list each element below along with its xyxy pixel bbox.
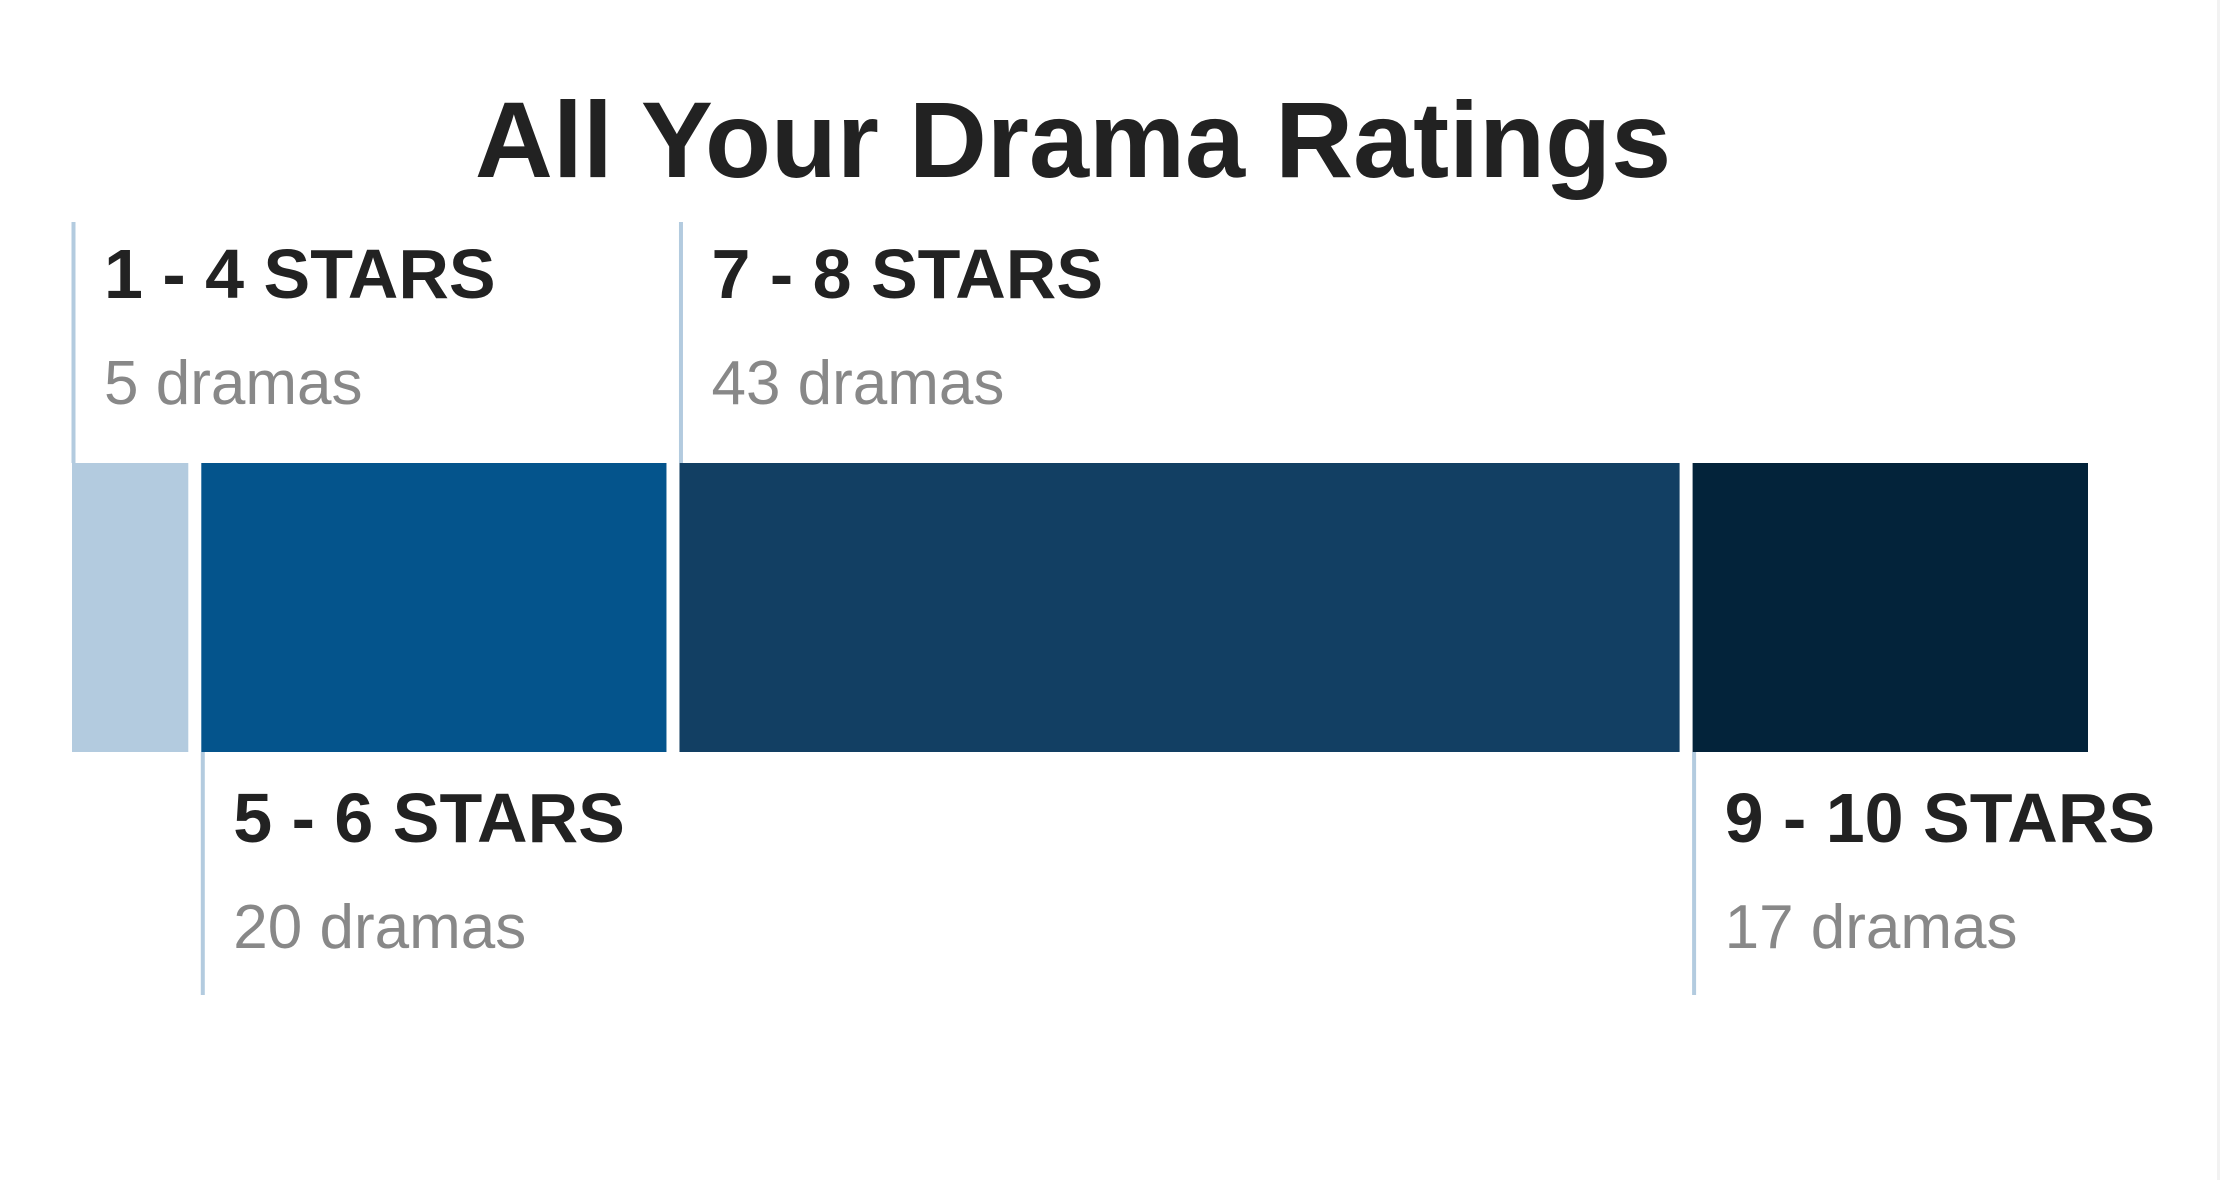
- chart-segments: [72, 463, 2088, 752]
- chart-labels: 1 - 4 STARS 5 dramas 5 - 6 STARS 20 dramas 7…: [71, 222, 2156, 995]
- count-label-7-8-stars: 43 dramas: [711, 349, 1004, 418]
- page-right-border: [2217, 0, 2220, 1180]
- bar-segment-1-4-stars: [72, 463, 189, 752]
- count-label-9-10-stars: 17 dramas: [1725, 893, 2018, 962]
- range-label-7-8-stars: 7 - 8 STARS: [711, 235, 1103, 313]
- range-label-5-6-stars: 5 - 6 STARS: [233, 779, 625, 857]
- count-label-5-6-stars: 20 dramas: [233, 893, 526, 962]
- bar-segment-5-6-stars: [201, 463, 667, 752]
- chart-title: All Your Drama Ratings: [475, 79, 1671, 200]
- bar-segment-7-8-stars: [679, 463, 1680, 752]
- bar-segment-9-10-stars: [1692, 463, 2088, 752]
- count-label-1-4-stars: 5 dramas: [104, 349, 362, 418]
- range-label-9-10-stars: 9 - 10 STARS: [1725, 779, 2156, 857]
- range-label-1-4-stars: 1 - 4 STARS: [104, 235, 496, 313]
